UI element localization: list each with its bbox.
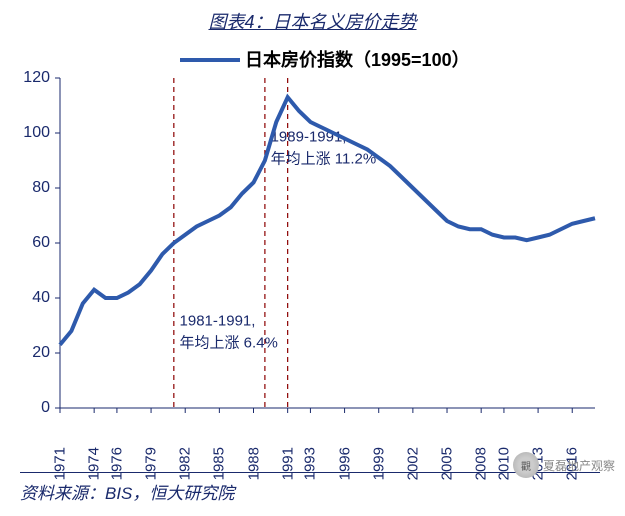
y-axis-label: 80	[10, 180, 50, 196]
y-axis-label: 40	[10, 290, 50, 306]
chart-svg: 日本房价指数（1995=100） 1981-1991, 年均上涨 6.4% 1989…	[60, 48, 605, 428]
y-axis-label: 60	[10, 235, 50, 251]
y-axis-label: 100	[10, 125, 50, 141]
y-axis-label: 0	[10, 400, 50, 416]
chart-plot-area: 日本房价指数（1995=100） 1981-1991, 年均上涨 6.4% 1989…	[60, 48, 605, 428]
y-axis-label: 120	[10, 70, 50, 86]
wechat-icon: 觀	[513, 452, 539, 478]
watermark: 觀 夏磊地产观察	[513, 452, 615, 478]
annotation-text: 年均上涨 6.4%	[180, 335, 278, 352]
y-axis-label: 20	[10, 345, 50, 361]
annotation-text: 1989-1991,	[271, 128, 347, 145]
annotation-text: 1981-1991,	[180, 313, 256, 330]
legend: 日本房价指数（1995=100）	[180, 49, 470, 70]
watermark-text: 夏磊地产观察	[543, 457, 615, 474]
annotation-text: 年均上涨 11.2%	[271, 150, 377, 167]
legend-label: 日本房价指数（1995=100）	[245, 49, 470, 70]
chart-title: 图表4：日本名义房价走势	[0, 0, 625, 38]
